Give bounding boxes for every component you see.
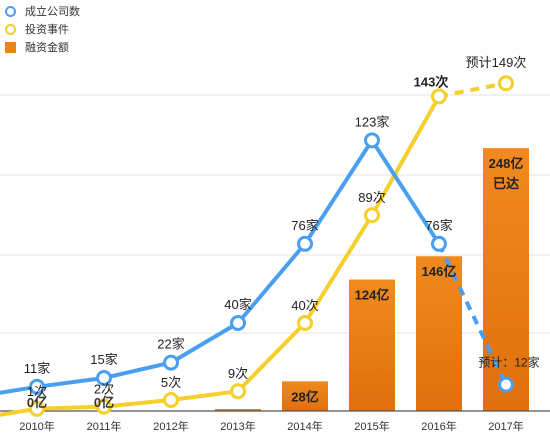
funding-label-1: 0亿 [94,395,114,410]
companies-label-7: 预计：12家 [478,355,539,370]
companies-point-4 [297,235,313,252]
funding-bar-6 [416,256,462,411]
funding-bar-5 [349,279,395,411]
funding-bar-3 [215,409,261,411]
companies-point-7 [498,376,514,393]
investments-label-7: 预计149次 [466,55,527,70]
investments-label-2: 5次 [161,375,181,390]
x-tick-label-6: 2016年 [421,419,456,433]
companies-point-2 [163,354,179,371]
x-tick-label-3: 2013年 [220,419,255,433]
legend-circle-icon-investments [5,23,16,35]
investments-label-0: 1次 [27,384,47,399]
legend-label-investments: 投资事件 [25,24,69,36]
funding-label-6: 146亿 [422,264,457,279]
legend-label-funding: 融资金额 [25,42,69,54]
x-tick-label-7: 2017年 [488,419,523,433]
investments-point-2 [163,392,179,408]
companies-point-6 [431,235,447,252]
x-tick-label-0: 2010年 [19,419,54,433]
investments-label-6: 143次 [414,74,449,89]
companies-label-3: 40家 [224,297,251,312]
legend-item-investments[interactable]: 投资事件 [4,20,80,38]
funding-bar-7 [483,148,529,411]
legend-item-funding[interactable]: 融资金额 [4,38,80,56]
funding-label-5: 124亿 [355,288,390,303]
companies-point-1 [96,370,112,386]
funding-bar-4 [282,381,328,411]
investments-label-3: 9次 [228,366,248,381]
legend: 成立公司数 投资事件 融资金额 [4,2,80,56]
investments-label-5: 89次 [358,190,385,205]
x-tick-label-1: 2011年 [87,419,122,433]
investments-label-4: 40次 [291,298,318,313]
companies-line-projected [437,242,508,386]
investments-point-3 [230,383,246,400]
funding-label-7: 248亿 [489,156,524,171]
legend-square-icon-funding [5,41,16,53]
companies-label-4: 76家 [291,218,318,233]
companies-label-0: 11家 [24,361,51,376]
companies-label-2: 22家 [157,337,184,352]
investments-point-6 [431,88,447,105]
funding-label-4: 28亿 [291,389,318,404]
companies-point-5 [364,132,380,149]
companies-label-5: 123家 [355,114,390,129]
investments-point-1 [96,398,112,415]
investments-point-4 [297,315,313,331]
x-tick-label-2: 2012年 [153,419,188,433]
investments-point-0 [29,400,45,417]
companies-label-1: 15家 [90,352,117,367]
funding-label-0: 0亿 [27,395,47,410]
companies-point-3 [230,315,246,331]
investments-line-projected [438,81,507,99]
funding-label-suffix: 已达 [493,176,519,191]
investments-point-7 [498,75,514,92]
investments-label-1: 2次 [94,382,114,397]
x-tick-label-4: 2014年 [287,419,322,433]
companies-label-6: 76家 [425,218,452,233]
companies-point-0 [29,378,45,395]
x-tick-label-5: 2015年 [354,419,389,433]
legend-circle-icon-companies [5,5,16,17]
investments-point-5 [364,207,380,224]
legend-label-companies: 成立公司数 [25,6,80,18]
legend-item-companies[interactable]: 成立公司数 [4,2,80,20]
